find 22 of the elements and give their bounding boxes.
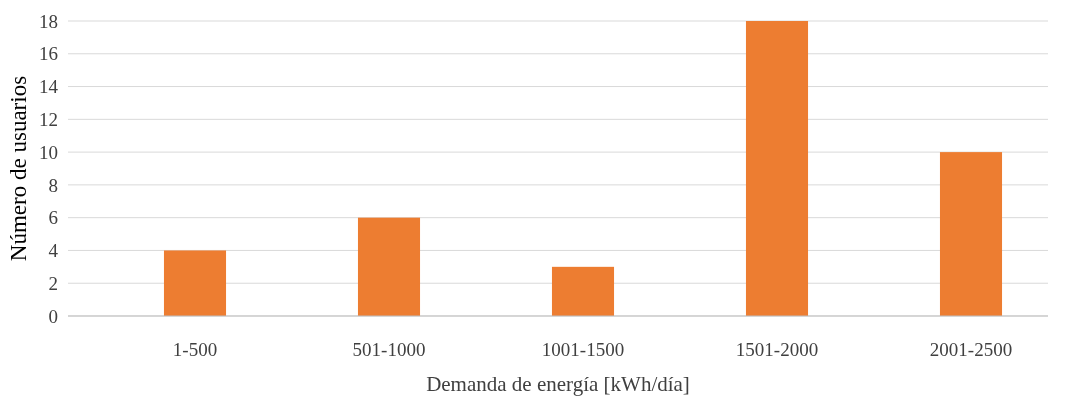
y-tick-label: 2	[48, 272, 58, 294]
x-tick-label: 2001-2500	[929, 339, 1013, 360]
y-tick-label: 8	[48, 174, 58, 196]
x-tick-label: 1501-2000	[735, 339, 819, 360]
y-tick-label: 16	[39, 43, 58, 65]
y-tick-label: 14	[39, 76, 59, 98]
y-tick-label: 12	[39, 108, 58, 130]
bar	[939, 152, 1003, 316]
bar	[163, 250, 227, 316]
x-tick-label: 501-1000	[352, 339, 426, 360]
x-axis-title: Demanda de energía [kWh/día]	[426, 372, 690, 396]
y-axis-title: Número de usuarios	[6, 75, 31, 262]
bar	[745, 21, 809, 316]
x-tick-label: 1-500	[172, 339, 218, 360]
y-tick-label: 0	[48, 305, 58, 327]
y-tick-label: 4	[48, 240, 59, 262]
bar	[357, 217, 421, 316]
x-tick-label: 1001-1500	[541, 339, 625, 360]
y-tick-label: 10	[39, 141, 58, 163]
y-tick-label: 6	[48, 207, 58, 229]
bar	[551, 266, 615, 316]
y-tick-label: 18	[39, 10, 58, 32]
